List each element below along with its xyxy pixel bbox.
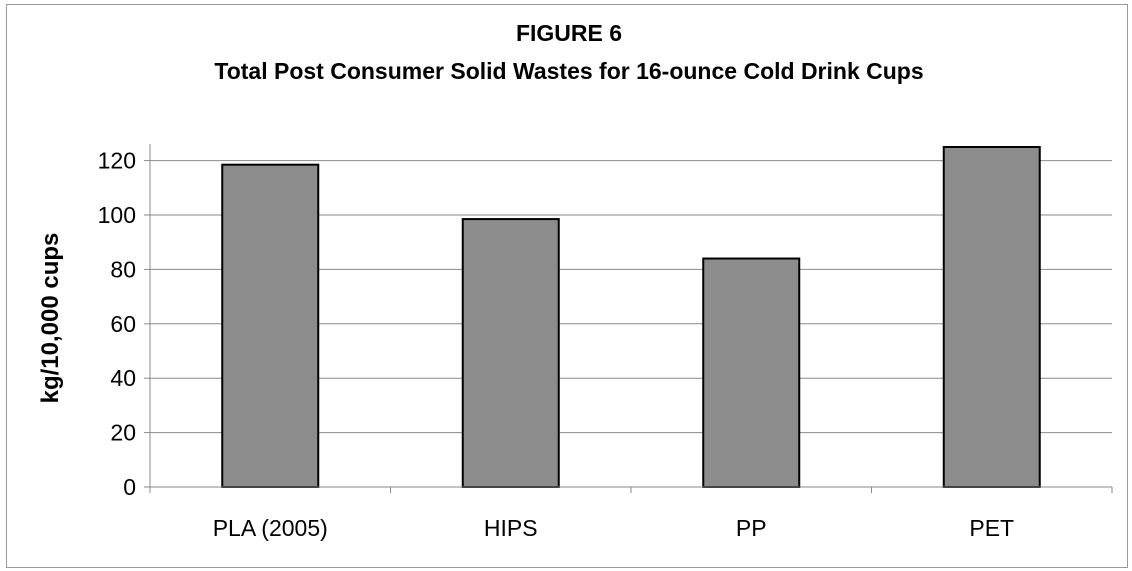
y-tick-label: 0 xyxy=(123,474,136,500)
bars xyxy=(221,146,1041,489)
bar xyxy=(702,257,801,488)
bar xyxy=(221,163,320,488)
y-tick-label: 60 xyxy=(110,311,136,337)
x-tick-label: PET xyxy=(969,515,1014,541)
chart-title: FIGURE 6 xyxy=(516,20,622,46)
chart-frame xyxy=(6,4,1128,568)
chart-subtitle: Total Post Consumer Solid Wastes for 16-… xyxy=(214,58,923,84)
bar xyxy=(942,146,1041,488)
x-tick-label: PLA (2005) xyxy=(213,515,328,541)
x-tick-label: HIPS xyxy=(484,515,538,541)
y-tick-labels: 0 20 40 60 80 100 120 xyxy=(98,148,136,500)
y-axis-title: kg/10,000 cups xyxy=(37,233,64,404)
axes xyxy=(144,144,1113,493)
bar xyxy=(461,218,560,489)
x-tick-labels: PLA (2005) HIPS PP PET xyxy=(213,515,1014,541)
y-tick-label: 80 xyxy=(110,256,136,282)
y-tick-label: 40 xyxy=(110,365,136,391)
y-tick-label: 20 xyxy=(110,420,136,446)
y-tick-label: 100 xyxy=(98,202,136,228)
x-tick-label: PP xyxy=(736,515,767,541)
y-tick-label: 120 xyxy=(98,148,136,174)
